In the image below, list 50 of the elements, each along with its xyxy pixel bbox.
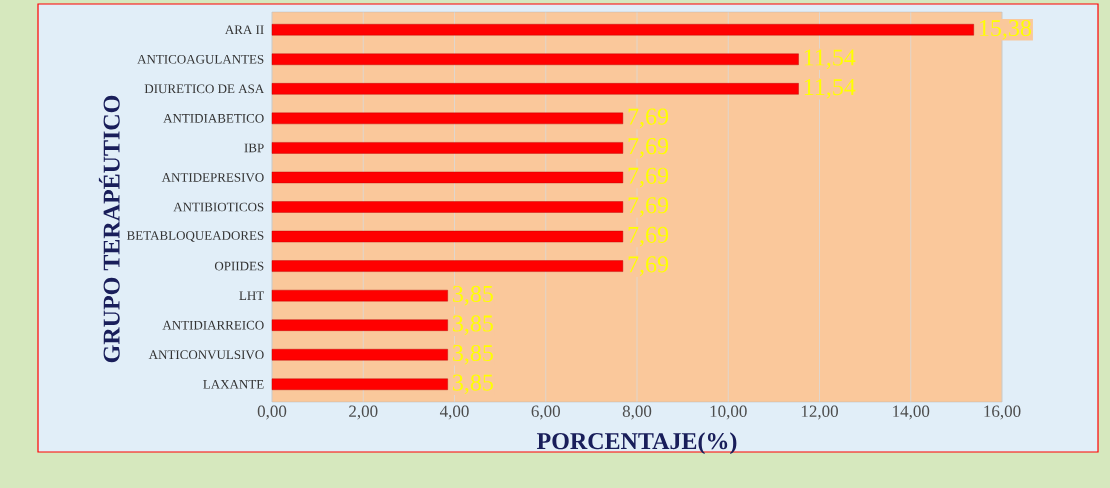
y-tick-label: ANTIDIABETICO bbox=[163, 113, 264, 123]
y-tick-label: ANTIBIOTICOS bbox=[173, 202, 264, 212]
x-tick-label: 8,00 bbox=[622, 405, 652, 420]
x-tick-label: 2,00 bbox=[349, 405, 378, 420]
data-label: 3,85 bbox=[453, 285, 493, 306]
x-tick-label: 10,00 bbox=[710, 405, 747, 420]
data-label: 7,69 bbox=[628, 167, 669, 188]
y-tick-label: ARA II bbox=[224, 25, 264, 35]
data-label: 7,69 bbox=[628, 197, 669, 217]
x-tick-label: 6,00 bbox=[531, 405, 560, 420]
data-label: 3,85 bbox=[453, 374, 493, 395]
bar bbox=[271, 112, 624, 125]
bar bbox=[271, 171, 624, 184]
bar bbox=[271, 319, 448, 331]
bar bbox=[271, 230, 624, 243]
data-label: 11,54 bbox=[804, 49, 856, 70]
y-tick-label: ANTIDEPRESIVO bbox=[161, 173, 264, 182]
x-tick-label: 14,00 bbox=[893, 405, 930, 420]
y-axis-title: GRUPO TERAPÉUTICO bbox=[98, 95, 120, 363]
x-tick-label: 16,00 bbox=[984, 405, 1021, 420]
data-label: 7,69 bbox=[628, 138, 669, 158]
data-label: 7,69 bbox=[628, 256, 669, 276]
bar bbox=[271, 260, 624, 272]
x-tick-label: 12,00 bbox=[801, 405, 838, 420]
y-tick-label: BETABLOQUEADORES bbox=[126, 231, 264, 242]
y-tick-label: IBP bbox=[244, 143, 264, 153]
data-label: 15,38 bbox=[980, 19, 1032, 40]
y-tick-label: OPIIDES bbox=[214, 261, 264, 271]
data-label: 3,85 bbox=[453, 344, 493, 365]
y-tick-label: LHT bbox=[239, 291, 264, 300]
bar bbox=[271, 201, 624, 213]
bar bbox=[271, 24, 974, 36]
data-label: 11,54 bbox=[804, 79, 856, 99]
data-label: 3,85 bbox=[453, 315, 493, 335]
bar bbox=[271, 378, 448, 390]
data-label: 7,69 bbox=[628, 226, 669, 247]
bar bbox=[271, 142, 624, 154]
data-label: 7,69 bbox=[628, 108, 669, 129]
y-tick-label: ANTICOAGULANTES bbox=[137, 54, 264, 64]
bar bbox=[271, 83, 799, 95]
bar bbox=[271, 349, 448, 361]
y-tick-label: ANTICONVULSIVO bbox=[148, 350, 264, 360]
x-axis-title: PORCENTAJE(%) bbox=[536, 432, 737, 455]
y-tick-label: DIURETICO DE ASA bbox=[144, 84, 265, 94]
bar bbox=[271, 53, 799, 65]
x-tick-label: 4,00 bbox=[439, 405, 469, 420]
x-tick-label: 0,00 bbox=[257, 405, 287, 420]
y-tick-label: LAXANTE bbox=[203, 379, 264, 389]
y-tick-label: ANTIDIARREICO bbox=[162, 320, 264, 330]
bar bbox=[271, 289, 448, 302]
